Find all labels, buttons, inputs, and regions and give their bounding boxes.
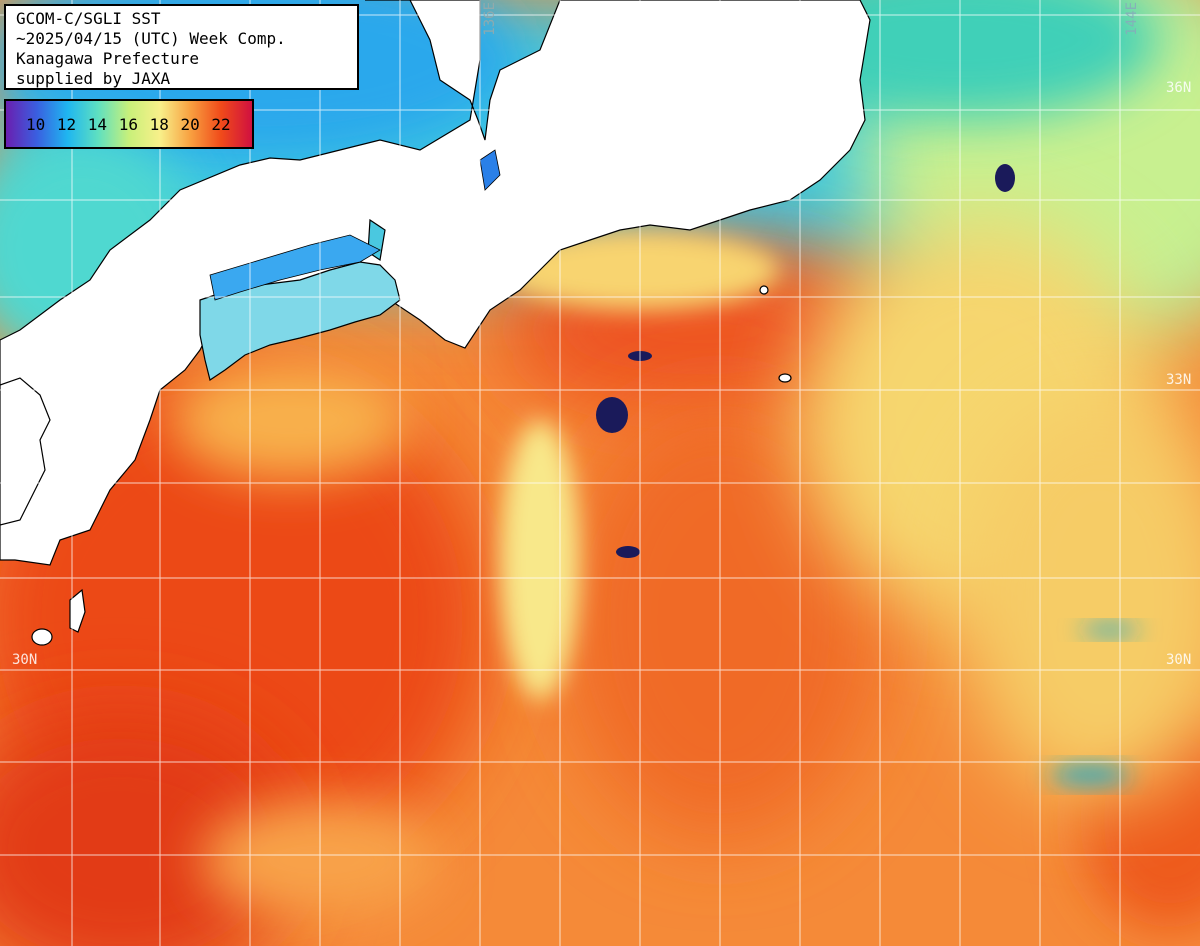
land-tanegashima bbox=[69, 588, 86, 633]
lat-label-30n-left: 30N bbox=[12, 652, 38, 668]
lake-biwa bbox=[479, 149, 501, 191]
info-box: GCOM-C/SGLI SST ~2025/04/15 (UTC) Week C… bbox=[4, 4, 359, 90]
lon-label-136e: 136E bbox=[482, 2, 498, 36]
land-izu-oshima bbox=[759, 285, 769, 295]
lon-label-144e: 144E bbox=[1124, 2, 1140, 36]
temperature-color-legend: 10 12 14 16 18 20 22 bbox=[4, 99, 254, 149]
lat-label-33n: 33N bbox=[1166, 372, 1192, 388]
region-line: Kanagawa Prefecture bbox=[16, 49, 200, 68]
product-title: GCOM-C/SGLI SST bbox=[16, 9, 161, 28]
credit-line: supplied by JAXA bbox=[16, 69, 171, 88]
legend-tick-labels: 10 12 14 16 18 20 22 bbox=[26, 115, 231, 134]
land-kyushu bbox=[0, 377, 51, 526]
lat-label-36n: 36N bbox=[1166, 80, 1192, 96]
lat-label-30n-right: 30N bbox=[1166, 652, 1192, 668]
seto-inland-sea bbox=[209, 234, 381, 301]
land-hachijojima bbox=[778, 373, 792, 383]
date-line: ~2025/04/15 (UTC) Week Comp. bbox=[16, 29, 286, 48]
land-yakushima bbox=[31, 628, 53, 646]
